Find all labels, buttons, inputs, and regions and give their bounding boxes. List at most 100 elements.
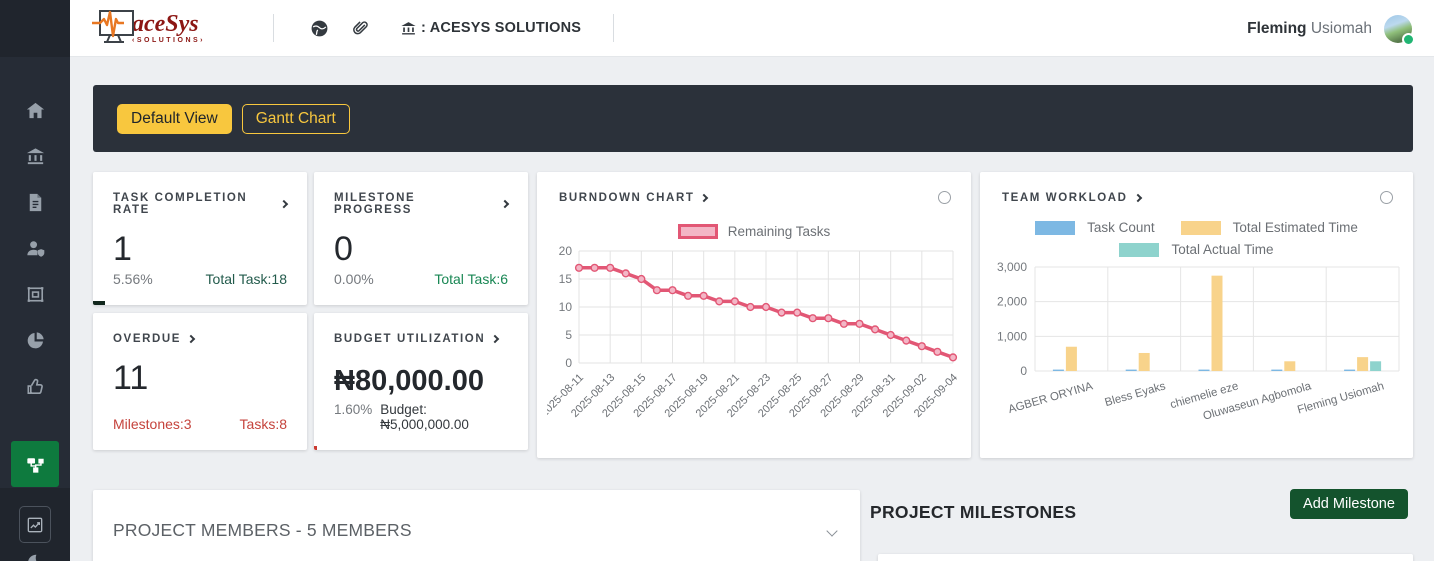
line-chart-icon	[27, 517, 43, 532]
task-completion-footer: 5.56% Total Task:18	[93, 271, 307, 287]
overdue-value: 11	[113, 359, 149, 397]
sidebar-top-strip	[0, 0, 70, 57]
sidebar-item-reports[interactable]	[0, 317, 70, 363]
topbar-divider-2	[613, 14, 615, 42]
chevron-right-icon	[491, 334, 500, 344]
milestone-progress-title: MILESTONE PROGRESS	[334, 192, 416, 216]
sidebar-item-organization[interactable]	[0, 133, 70, 179]
actual-time-legend-label: Total Actual Time	[1171, 242, 1274, 257]
milestone-progress-card: MILESTONE PROGRESS 0 0.00% Total Task:6	[314, 172, 528, 305]
organization-selector[interactable]: : ACESYS SOLUTIONS	[400, 20, 581, 37]
sidebar-item-dark-mode[interactable]	[0, 552, 70, 561]
overdue-title: OVERDUE	[113, 333, 182, 345]
svg-text:10: 10	[559, 300, 573, 314]
organization-label: : ACESYS SOLUTIONS	[421, 20, 582, 36]
remaining-tasks-swatch	[677, 224, 718, 239]
topbar-divider	[273, 14, 274, 42]
task-completion-progress-bar	[93, 301, 105, 305]
gantt-chart-button[interactable]: Gantt Chart	[241, 103, 350, 134]
overdue-milestones: Milestones:3	[113, 416, 192, 432]
sidebar-bottom-section	[0, 488, 70, 561]
user-last-name: Usiomah	[1306, 19, 1372, 37]
overdue-card: OVERDUE 11 Milestones:3 Tasks:8	[93, 313, 307, 450]
add-milestone-button[interactable]: Add Milestone	[1290, 489, 1408, 519]
workload-legend-estimated: Total Estimated Time	[1180, 220, 1358, 235]
milestone-progress-title-link[interactable]: MILESTONE PROGRESS	[314, 172, 528, 216]
sidebar-item-whiteboard[interactable]	[0, 271, 70, 317]
project-diagram-icon	[26, 457, 44, 473]
budget-utilization-card: BUDGET UTILIZATION ₦80,000.00 1.60% Budg…	[314, 313, 528, 450]
chevron-right-icon	[1133, 193, 1142, 202]
thumbs-up-icon	[26, 378, 43, 394]
chevron-right-icon	[280, 199, 289, 209]
task-completion-title-link[interactable]: TASK COMPLETION RATE	[93, 172, 307, 216]
svg-text:15: 15	[559, 272, 573, 286]
topbar-right: Fleming Usiomah	[1247, 0, 1415, 57]
globe-icon	[311, 20, 328, 36]
chevron-right-icon	[500, 199, 510, 209]
svg-text:2,000: 2,000	[996, 295, 1026, 309]
burndown-title-link[interactable]: BURNDOWN CHART	[559, 192, 709, 204]
sidebar-item-documents[interactable]	[0, 179, 70, 225]
project-members-toggle[interactable]: PROJECT MEMBERS - 5 MEMBERS	[93, 490, 860, 541]
default-view-button[interactable]: Default View	[117, 103, 232, 134]
globe-button[interactable]	[310, 19, 329, 38]
link-button[interactable]	[351, 19, 370, 38]
sidebar-item-approvals[interactable]	[0, 363, 70, 409]
sidebar-item-projects-active[interactable]	[11, 441, 59, 487]
loader-ring-icon	[1380, 191, 1393, 204]
svg-text:20: 20	[559, 244, 573, 258]
bank-icon	[26, 147, 44, 164]
burndown-chart-card: BURNDOWN CHART Remaining Tasks 0 5 10 15 20 2…	[537, 172, 971, 458]
sidebar-item-home[interactable]	[0, 87, 70, 133]
sidebar-item-members[interactable]	[0, 225, 70, 271]
project-milestones-heading: PROJECT MILESTONES	[870, 502, 1077, 522]
workload-legend-task-count: Task Count	[1035, 220, 1155, 235]
project-members-title: PROJECT MEMBERS - 5 MEMBERS	[113, 520, 412, 540]
budget-footer: 1.60% Budget:₦5,000,000.00	[314, 402, 528, 432]
workload-title-link[interactable]: TEAM WORKLOAD	[1002, 191, 1142, 204]
overdue-footer: Milestones:3 Tasks:8	[93, 416, 307, 432]
document-icon	[29, 193, 41, 211]
budget-title: BUDGET UTILIZATION	[334, 333, 486, 345]
milestone-progress-value: 0	[334, 230, 353, 268]
frame-icon	[27, 286, 43, 302]
task-completion-total: Total Task:18	[205, 271, 287, 287]
svg-text:5: 5	[565, 328, 572, 342]
milestone-card-partial	[878, 554, 1413, 561]
task-completion-title: TASK COMPLETION RATE	[113, 192, 248, 216]
team-workload-card: TEAM WORKLOAD Task Count Total Estimated…	[980, 172, 1413, 458]
brand-text: aceSys ‹SOLUTIONS›	[132, 12, 205, 44]
budget-total: Budget:₦5,000,000.00	[380, 402, 469, 432]
chevron-right-icon	[700, 193, 709, 202]
avatar[interactable]	[1384, 14, 1415, 46]
bank-icon	[401, 21, 416, 35]
budget-title-link[interactable]: BUDGET UTILIZATION	[314, 313, 528, 345]
user-menu[interactable]: Fleming Usiomah	[1247, 20, 1372, 38]
workload-title: TEAM WORKLOAD	[1002, 191, 1128, 204]
paperclip-icon	[353, 20, 368, 34]
sidebar-nav	[0, 57, 70, 487]
sidebar	[0, 0, 70, 561]
workload-legend-row-1: Task Count Total Estimated Time	[1035, 220, 1358, 235]
svg-text:Bless Eyaks: Bless Eyaks	[1103, 380, 1167, 409]
milestone-progress-total: Total Task:6	[434, 271, 508, 287]
user-shield-icon	[26, 240, 44, 257]
brand-tagline: ‹SOLUTIONS›	[132, 37, 205, 44]
overdue-title-link[interactable]: OVERDUE	[93, 313, 307, 345]
estimated-time-swatch	[1180, 220, 1221, 235]
pie-chart-icon	[27, 331, 44, 348]
svg-text:0: 0	[565, 356, 572, 370]
task-completion-value: 1	[113, 230, 132, 268]
svg-text:0: 0	[1020, 364, 1027, 378]
task-count-swatch	[1035, 220, 1076, 235]
monitor-waveform-icon	[92, 10, 134, 43]
moon-icon	[28, 554, 37, 561]
user-first-name: Fleming	[1247, 19, 1307, 37]
burndown-legend: Remaining Tasks	[537, 224, 971, 239]
sidebar-item-analytics[interactable]	[19, 506, 51, 543]
brand-logo[interactable]: aceSys ‹SOLUTIONS›	[90, 6, 205, 50]
burndown-chart-canvas: 051015202025-08-112025-08-132025-08-1520…	[547, 244, 960, 420]
milestone-progress-percent: 0.00%	[334, 271, 374, 287]
